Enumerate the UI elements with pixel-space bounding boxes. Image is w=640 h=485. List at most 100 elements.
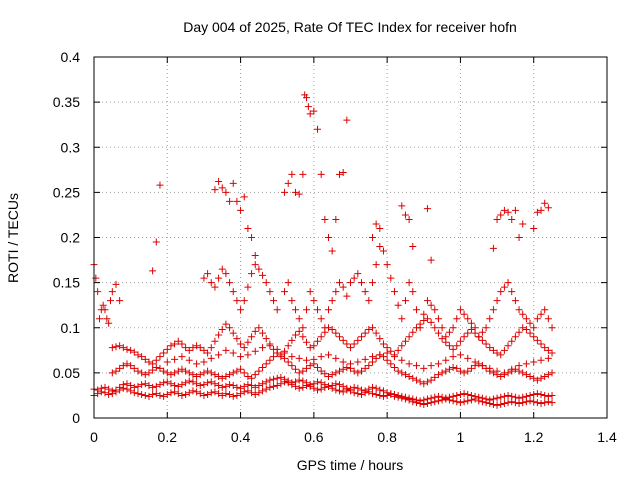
data-point [434,392,442,400]
data-point [500,392,508,400]
data-point [365,297,373,305]
data-point [431,306,439,314]
data-point [387,360,395,368]
data-point [156,353,164,361]
data-point [368,383,376,391]
data-point [409,395,417,403]
data-point [295,315,303,323]
data-point [376,224,384,232]
data-point [127,382,135,390]
data-point [306,288,314,296]
data-point [405,360,413,368]
data-point [156,391,164,399]
data-point [240,382,248,390]
data-point [306,381,314,389]
data-point [259,271,267,279]
data-point [548,324,556,332]
data-point [464,315,472,323]
data-point [288,170,296,178]
data-point [434,371,442,379]
data-point [303,356,311,364]
data-point [185,369,193,377]
data-point [526,319,534,327]
data-point [347,279,354,287]
data-point [152,390,160,398]
data-point [508,215,516,223]
data-point [171,369,179,377]
data-point [482,340,490,348]
data-point [508,288,516,296]
data-point [226,371,234,379]
data-point [171,382,179,390]
data-point [544,371,552,379]
data-point [420,396,428,404]
data-point [412,396,420,404]
data-point [237,206,245,214]
data-point [460,398,468,406]
data-point [229,369,237,377]
data-point [544,346,552,354]
data-point [471,392,479,400]
data-point [456,391,464,399]
data-point [328,326,336,334]
data-point [533,208,541,216]
data-point [390,353,398,361]
data-point [193,360,201,368]
data-point [515,306,523,314]
data-point [116,297,124,305]
data-point [299,324,307,332]
data-point [240,344,248,352]
data-point [427,318,435,326]
data-point [200,391,208,399]
x-tick-label: 0 [90,429,98,445]
data-point [460,333,468,341]
data-point [511,393,519,401]
data-point [508,337,516,345]
data-point [123,360,131,368]
data-point [251,252,259,260]
data-point [204,270,212,278]
data-point [405,333,413,341]
data-point [493,349,501,357]
data-point [489,306,497,314]
data-point [259,363,267,371]
data-point [467,326,475,334]
data-point [127,346,135,354]
data-point [522,371,530,379]
data-point [149,360,157,368]
data-point [108,344,116,352]
data-point [431,324,439,332]
data-point [475,360,483,368]
data-point [237,353,245,361]
data-point [325,306,333,314]
data-point [537,391,545,399]
data-point [519,324,527,332]
data-point [116,383,124,391]
data-point [504,399,512,407]
data-point [226,197,234,205]
data-point [127,362,135,370]
data-point [412,376,420,384]
data-point [160,379,168,387]
data-point [174,390,182,398]
data-point [240,369,248,377]
data-point [449,363,457,371]
data-point [160,349,168,357]
data-point [222,382,230,390]
data-point [405,215,413,223]
data-point [533,315,541,323]
data-point [354,358,362,366]
data-point [537,356,545,364]
data-point [420,317,428,325]
data-point [317,353,325,361]
data-point [288,379,296,387]
data-point [171,388,179,396]
data-point [423,297,431,305]
data-point [178,391,186,399]
data-point [196,390,204,398]
data-point [218,326,226,334]
data-point [339,365,347,373]
data-point [317,379,325,387]
data-point [530,398,538,406]
